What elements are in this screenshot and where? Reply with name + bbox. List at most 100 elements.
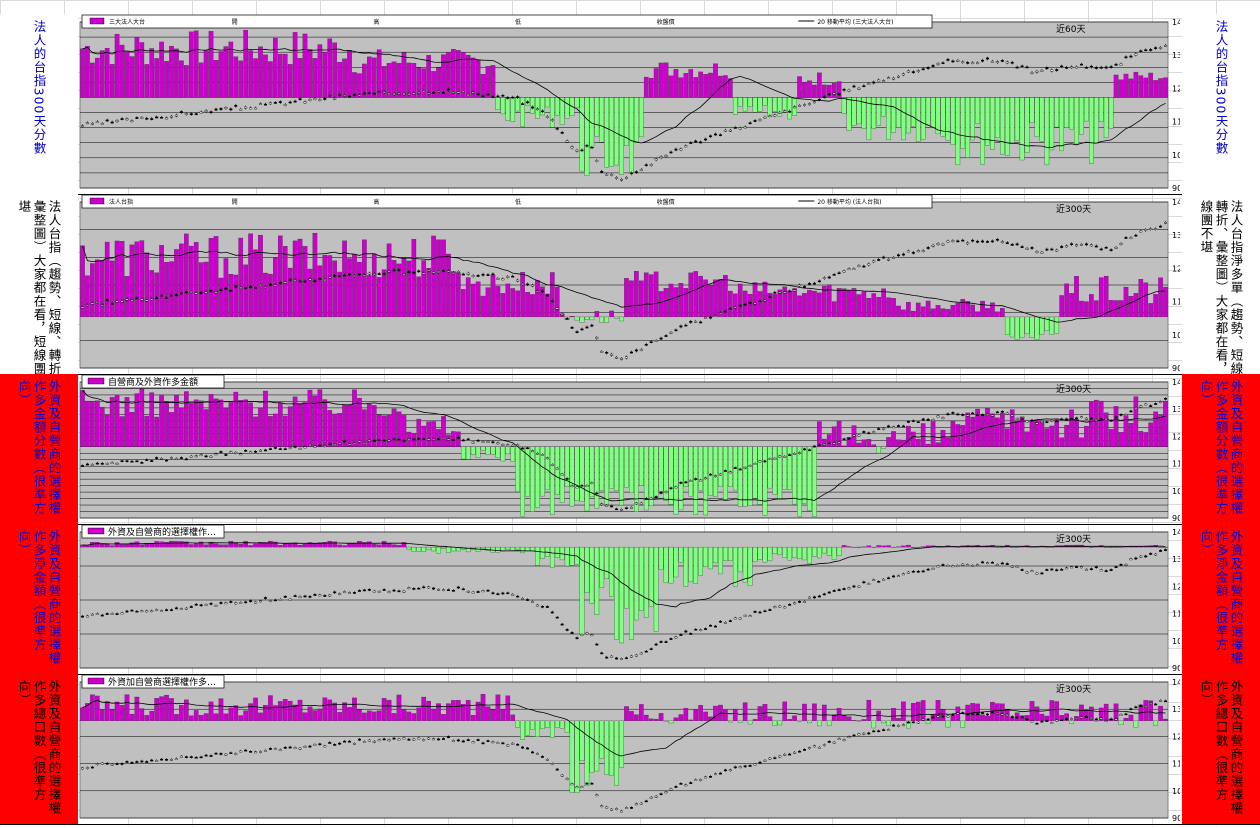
bar <box>475 281 481 318</box>
candle-body <box>615 657 619 660</box>
candle-body <box>887 729 891 731</box>
candle-body <box>748 302 752 304</box>
bar <box>812 703 817 722</box>
candle-body <box>872 730 876 733</box>
bar <box>500 446 506 462</box>
bar <box>792 546 797 558</box>
candle-body <box>194 292 198 295</box>
bar <box>129 412 135 447</box>
candle-body <box>283 746 287 749</box>
bar <box>688 69 694 98</box>
candle-body <box>1025 247 1029 250</box>
candle-body <box>822 96 826 98</box>
bar <box>1098 400 1104 447</box>
candle-body <box>728 308 732 310</box>
bar <box>960 97 966 149</box>
candle-body <box>1045 67 1049 70</box>
candle-body <box>837 93 841 95</box>
bar <box>540 720 545 729</box>
chart-svg: 500(50)(100)(150)(200)140001300012000110… <box>50 674 1197 823</box>
candle-body <box>763 299 767 302</box>
candle-body <box>699 629 703 632</box>
bar <box>451 271 456 318</box>
bar <box>1019 416 1025 447</box>
candle-body <box>263 286 267 289</box>
candle-body <box>323 98 327 100</box>
candle-body <box>659 793 663 796</box>
candle-body <box>990 561 994 564</box>
bar <box>381 269 387 318</box>
candle-body <box>1000 60 1004 62</box>
plot-area <box>79 21 1169 189</box>
bar <box>258 234 263 318</box>
candle-body <box>798 105 802 107</box>
candle-body <box>189 291 193 293</box>
candle-body <box>1079 716 1083 719</box>
candle-body <box>491 741 495 743</box>
candle-body <box>150 759 154 762</box>
candle-body <box>689 480 693 482</box>
candle-body <box>639 349 643 351</box>
candle-body <box>1040 421 1044 423</box>
candle-body <box>140 117 144 119</box>
bar <box>564 97 570 119</box>
candle-body <box>496 278 500 280</box>
bar <box>1148 700 1154 722</box>
candle-body <box>585 632 589 635</box>
bar <box>545 97 550 108</box>
candle-body <box>580 786 584 788</box>
candle-body <box>1030 570 1034 573</box>
bar <box>540 446 545 497</box>
candle-body <box>278 101 282 103</box>
bar <box>248 50 253 98</box>
bar <box>821 546 827 554</box>
bar <box>658 291 664 318</box>
candle-body <box>812 282 816 285</box>
candle-body <box>476 93 480 96</box>
bar <box>643 546 649 618</box>
legend-label: 法人台指 <box>109 198 133 206</box>
bar <box>663 446 669 501</box>
bar <box>495 694 501 722</box>
bar <box>1049 700 1055 722</box>
candle-body <box>531 751 535 754</box>
candle-body <box>832 442 836 445</box>
legend-box <box>81 194 933 209</box>
candle-body <box>921 250 925 253</box>
candle-body <box>412 438 416 441</box>
y2-tick-label: 9000 <box>1172 184 1180 193</box>
candle-body <box>540 290 544 293</box>
bar <box>292 32 298 98</box>
candle-body <box>328 443 332 446</box>
candle-body <box>516 279 520 282</box>
bar <box>411 238 417 318</box>
bar <box>836 81 842 98</box>
bar <box>154 416 159 447</box>
candle-body <box>432 271 436 274</box>
bar <box>297 699 303 722</box>
bar <box>386 63 392 98</box>
candle-body <box>204 291 208 294</box>
bar <box>663 720 669 722</box>
candle-body <box>916 570 920 573</box>
bar <box>935 700 941 722</box>
bar <box>896 305 901 318</box>
bar <box>1133 293 1139 318</box>
candle-body <box>461 273 465 276</box>
candle-body <box>1139 555 1143 558</box>
bar <box>767 546 773 561</box>
bar <box>386 699 392 722</box>
candle-body <box>976 240 980 243</box>
bar <box>831 301 837 318</box>
candle-body <box>704 477 708 480</box>
bar <box>930 308 936 318</box>
bar <box>1034 546 1040 548</box>
candle-body <box>773 457 777 460</box>
bar <box>821 704 827 722</box>
bar <box>1098 707 1104 722</box>
bar <box>901 701 906 722</box>
bar <box>1064 97 1069 128</box>
candle-body <box>590 482 594 484</box>
bar <box>203 50 209 98</box>
candle-body <box>254 287 258 289</box>
